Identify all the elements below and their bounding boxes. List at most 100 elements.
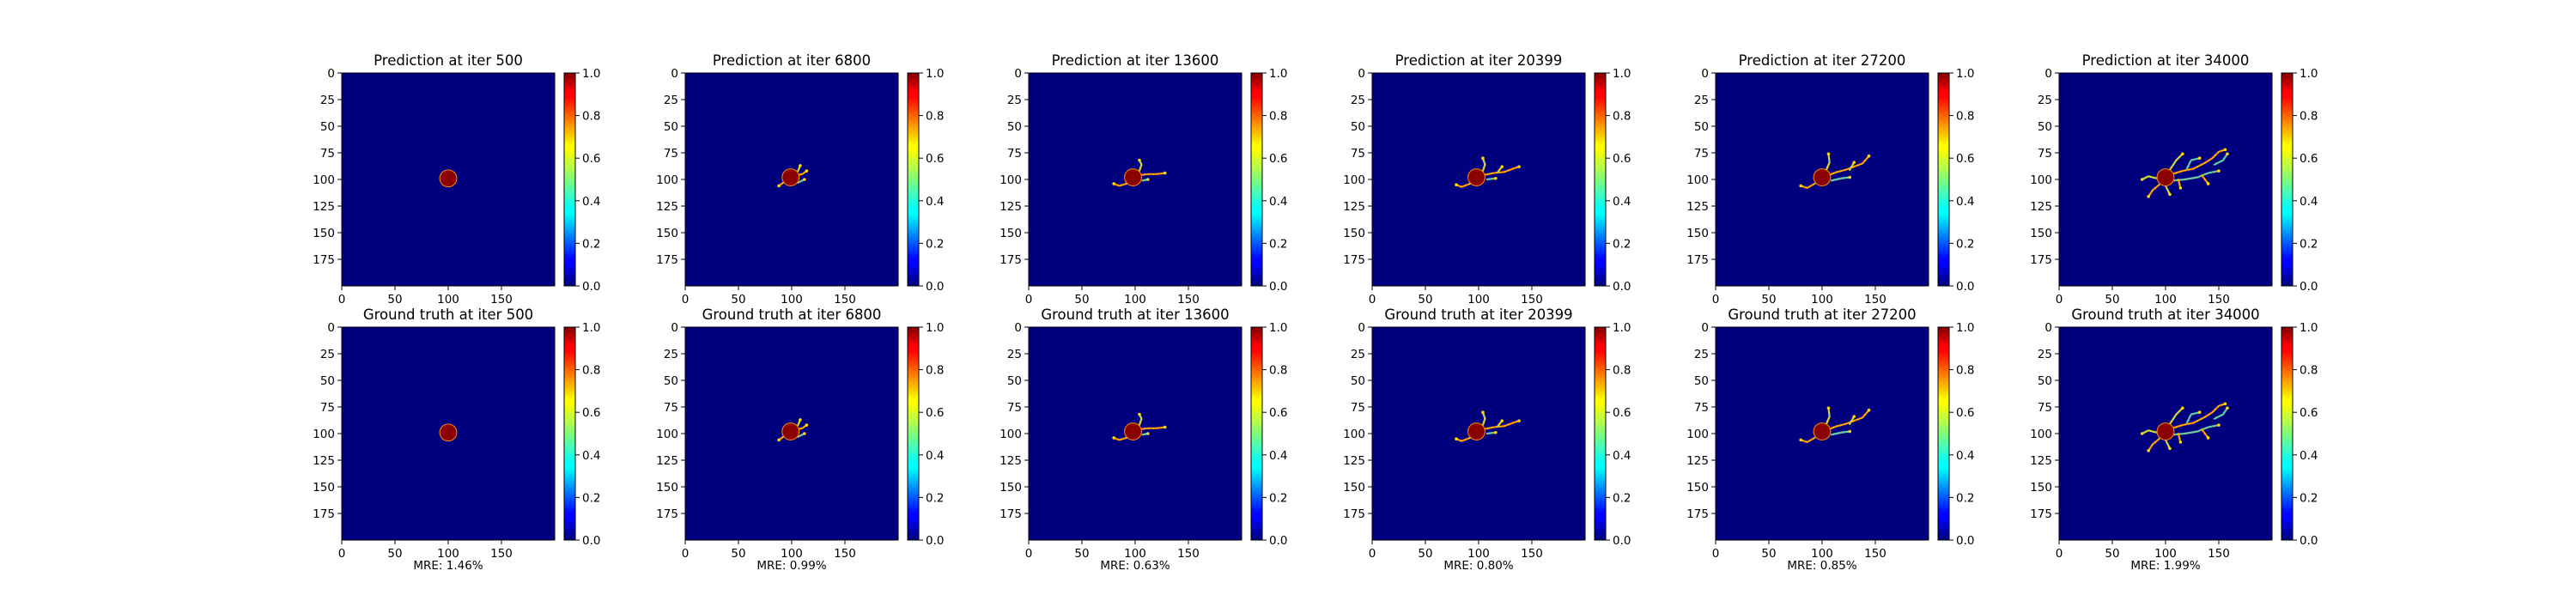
colorbar-tick-label: 0.2 (926, 237, 944, 251)
colorbar-tick-label: 0.6 (1269, 152, 1287, 166)
prediction-panel: Prediction at iter 34000 0 50 100 150 0 25 50 75… (2030, 52, 2318, 307)
x-tick-label: 100 (1124, 547, 1146, 561)
y-tick-label: 125 (2030, 200, 2052, 214)
x-tick-label: 0 (2056, 293, 2063, 307)
colorbar (907, 326, 920, 541)
branch-tip (777, 438, 781, 442)
dendrite-branch-edge (2214, 153, 2228, 166)
y-tick-label: 175 (1686, 253, 1709, 267)
colorbar-tick-label: 0.0 (2300, 534, 2318, 548)
y-tick-label: 25 (1351, 348, 1365, 361)
dendrite-branch-edge (1849, 161, 1855, 171)
colorbar-tick-label: 0.6 (1613, 406, 1631, 420)
colorbar-tick-label: 0.6 (926, 152, 944, 166)
ground-truth-panel: Ground truth at iter 34000 0 50 100 150 0 25 50… (2030, 307, 2318, 573)
colorbar-tick-label: 0.8 (2300, 110, 2318, 124)
dendrite-branch (1113, 436, 1128, 441)
dendrite-branch-edge (795, 170, 807, 176)
colorbar-tick-label: 0.2 (2300, 491, 2318, 505)
colorbar-tick-label: 0.2 (1613, 491, 1631, 505)
colorbar-tick-label: 0.6 (926, 406, 944, 420)
y-tick-label: 100 (2030, 428, 2052, 441)
y-tick-label: 25 (320, 94, 335, 107)
nucleus-disc (2156, 168, 2175, 186)
colorbar-tick-label: 0.0 (1956, 280, 1974, 294)
y-tick-label: 25 (1694, 94, 1709, 107)
branch-tip (2147, 195, 2150, 198)
branch-tip (1112, 182, 1115, 185)
nucleus-disc (1813, 422, 1832, 440)
branch-tip (2223, 402, 2227, 406)
y-tick-label: 25 (2038, 94, 2052, 107)
y-tick-label: 0 (671, 67, 678, 81)
y-tick-label: 50 (320, 120, 335, 134)
x-tick-label: 0 (338, 547, 346, 561)
colorbar-tick-label: 0.2 (582, 491, 600, 505)
dendrite-branch-edge (795, 424, 807, 430)
colorbar (1250, 326, 1263, 541)
dendrite-branch-edge (1139, 160, 1142, 172)
y-tick-label: 125 (313, 454, 335, 468)
dendrite-branch-edge (2173, 424, 2220, 435)
branch-tip (1852, 161, 1856, 164)
branch-tip (2168, 446, 2172, 451)
colorbar-tick-label: 0.8 (582, 364, 600, 378)
colorbar-tick-label: 1.0 (1613, 321, 1631, 335)
y-tick-label: 175 (313, 507, 335, 521)
colorbar-tick-label: 0.4 (2300, 195, 2318, 209)
dendrite-branch (1481, 157, 1486, 173)
dendrite-branch-edge (2186, 411, 2201, 424)
x-tick-label: 150 (1177, 293, 1200, 307)
branch-tip (1517, 419, 1521, 422)
colorbar-tick-label: 0.4 (582, 449, 600, 463)
y-tick-label: 125 (656, 454, 678, 468)
prediction-panel: Prediction at iter 20399 0 50 100 150 0 25 50 75… (1343, 52, 1631, 307)
colorbar-tick-label: 1.0 (1956, 321, 1974, 335)
colorbar-tick-label: 0.6 (1613, 152, 1631, 166)
y-tick-label: 75 (1694, 147, 1709, 161)
y-tick-label: 100 (1686, 428, 1709, 441)
dendrite-branch-edge (2142, 429, 2158, 434)
colorbar-tick-label: 0.8 (2300, 364, 2318, 378)
branch-tip (805, 423, 809, 427)
colorbar-tick-label: 0.4 (926, 195, 944, 209)
branch-tip (2206, 436, 2210, 440)
colorbar-tick-label: 0.6 (582, 406, 600, 420)
y-tick-label: 150 (313, 481, 335, 495)
colorbar-tick-label: 0.2 (582, 237, 600, 251)
y-tick-label: 100 (656, 173, 678, 187)
branch-tip (1146, 432, 1150, 435)
y-tick-label: 25 (1694, 348, 1709, 361)
dendrite-branch-edge (2148, 184, 2160, 197)
colorbar-tick-label: 0.4 (582, 195, 600, 209)
branch-tip (2140, 432, 2144, 435)
colorbar (1594, 326, 1607, 541)
x-tick-label: 50 (731, 547, 745, 561)
branch-tip (1848, 175, 1852, 179)
branch-tip (777, 184, 781, 188)
dendrite-branch-edge (1139, 427, 1166, 430)
colorbar-tick-label: 0.6 (2300, 406, 2318, 420)
colorbar-tick-label: 0.2 (2300, 237, 2318, 251)
colorbar-tick-label: 0.4 (2300, 449, 2318, 463)
branch-tip (2226, 406, 2229, 410)
x-tick-label: 50 (387, 293, 402, 307)
panel-title: Prediction at iter 27200 (1739, 52, 1906, 69)
panels-layer: Prediction at iter 500 0 50 100 150 0 25 50 75 10… (313, 52, 2318, 573)
y-tick-label: 50 (2038, 120, 2052, 134)
colorbar-tick-label: 0.6 (2300, 152, 2318, 166)
x-tick-label: 150 (1521, 293, 1543, 307)
colorbar-tick-label: 0.2 (1269, 237, 1287, 251)
y-tick-label: 125 (999, 200, 1022, 214)
branch-tip (1799, 184, 1802, 188)
y-tick-label: 0 (1358, 67, 1365, 81)
x-tick-label: 0 (1369, 547, 1376, 561)
branch-tip (1826, 152, 1831, 156)
y-tick-label: 25 (1007, 94, 1022, 107)
y-tick-label: 50 (320, 374, 335, 388)
y-tick-label: 175 (1343, 507, 1365, 521)
dendrite-branch-edge (1139, 414, 1142, 426)
panel-title: Ground truth at iter 500 (363, 307, 533, 323)
colorbar-tick-label: 0.8 (926, 364, 944, 378)
colorbar (1937, 326, 1950, 541)
